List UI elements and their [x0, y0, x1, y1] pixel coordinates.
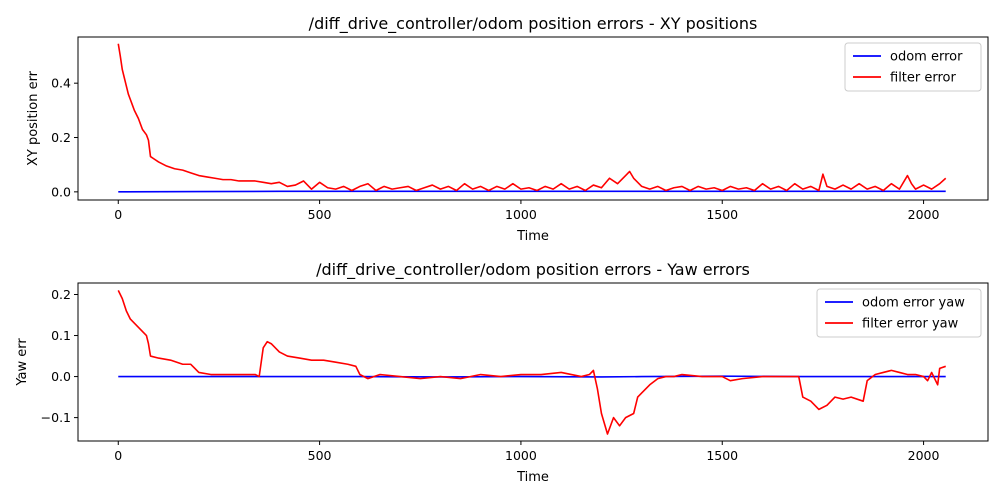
y-tick-label: 0.0	[51, 184, 71, 199]
legend-label: filter error	[890, 71, 956, 86]
legend-box	[816, 288, 982, 338]
yaw-error-chart: /diff_drive_controller/odom position err…	[15, 260, 989, 485]
legend: odom error yaw filter error yaw	[816, 288, 982, 338]
series-line-odom	[118, 375, 946, 378]
x-tick-label: 1500	[706, 207, 738, 222]
y-tick-label: −0.1	[41, 410, 71, 425]
x-tick-label: 500	[308, 207, 332, 222]
x-tick-label: 500	[308, 448, 332, 463]
plot-frame	[77, 282, 989, 442]
legend-label: filter error yaw	[862, 317, 959, 332]
y-tick-label: 0.2	[51, 287, 71, 302]
y-axis-label: XY position err	[26, 70, 41, 166]
y-axis-label: Yaw err	[15, 338, 30, 387]
x-tick-label: 2000	[908, 448, 940, 463]
chart-title: /diff_drive_controller/odom position err…	[316, 260, 750, 280]
x-tick-label: 1000	[505, 448, 537, 463]
x-tick-label: 0	[114, 207, 122, 222]
x-tick-label: 2000	[908, 207, 940, 222]
series-line-filter	[117, 43, 947, 192]
legend-box	[844, 42, 982, 92]
plot-frame	[77, 36, 989, 201]
legend: odom error filter error	[844, 42, 982, 92]
y-tick-label: 0.1	[51, 328, 71, 343]
y-tick-label: 0.4	[51, 76, 71, 91]
x-tick-label: 1500	[706, 448, 738, 463]
series-line-filter	[117, 290, 946, 435]
x-tick-label: 0	[114, 448, 122, 463]
x-axis-label: Time	[516, 470, 549, 485]
y-tick-label: 0.0	[51, 369, 71, 384]
x-axis-label: Time	[516, 229, 549, 244]
chart-title: /diff_drive_controller/odom position err…	[309, 14, 758, 34]
x-tick-label: 1000	[505, 207, 537, 222]
y-tick-label: 0.2	[51, 130, 71, 145]
legend-label: odom error	[890, 50, 963, 65]
legend-label: odom error yaw	[862, 296, 965, 311]
series-line-odom	[118, 190, 946, 193]
xy-position-error-chart: /diff_drive_controller/odom position err…	[26, 14, 989, 244]
